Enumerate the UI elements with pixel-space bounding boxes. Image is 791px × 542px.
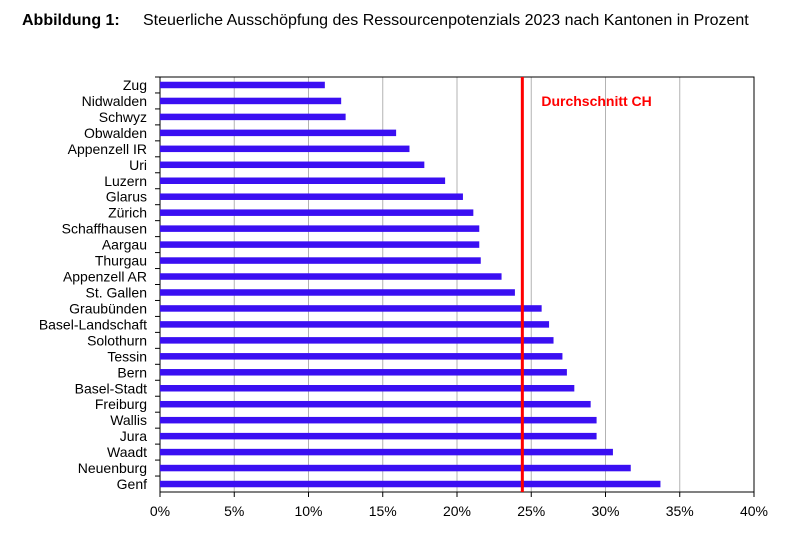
x-tick-label: 15% xyxy=(369,503,397,519)
bar xyxy=(160,305,542,312)
category-label: Waadt xyxy=(107,444,147,460)
category-label: Zürich xyxy=(108,205,147,221)
category-label: Graubünden xyxy=(69,300,147,316)
bar xyxy=(160,177,446,184)
bar xyxy=(160,353,563,360)
bar xyxy=(160,113,346,121)
x-tick-label: 20% xyxy=(443,503,471,519)
category-label: Wallis xyxy=(110,412,147,428)
category-label: Bern xyxy=(117,364,147,380)
bar xyxy=(160,161,425,169)
x-tick-label: 35% xyxy=(666,503,694,519)
bar xyxy=(160,209,474,216)
x-tick-label: 30% xyxy=(591,503,619,519)
bar xyxy=(160,385,575,392)
category-label: Appenzell AR xyxy=(63,269,147,285)
bar xyxy=(160,416,597,424)
bar xyxy=(160,225,480,232)
category-label: St. Gallen xyxy=(86,284,147,300)
bar xyxy=(160,145,410,153)
bar xyxy=(160,257,481,264)
category-label: Tessin xyxy=(107,348,147,364)
category-label: Glarus xyxy=(106,189,147,205)
category-label: Appenzell IR xyxy=(68,141,147,157)
category-label: Thurgau xyxy=(95,253,147,269)
category-label: Genf xyxy=(117,476,147,492)
category-label: Schwyz xyxy=(99,109,147,125)
category-label: Basel-Landschaft xyxy=(39,316,147,332)
bar xyxy=(160,273,502,280)
category-label: Obwalden xyxy=(84,125,147,141)
category-label: Neuenburg xyxy=(78,460,147,476)
x-tick-label: 10% xyxy=(294,503,322,519)
bar xyxy=(160,129,397,137)
bar xyxy=(160,480,661,488)
category-label: Aargau xyxy=(102,237,147,253)
category-label: Solothurn xyxy=(87,332,147,348)
category-label: Schaffhausen xyxy=(62,221,147,237)
bar xyxy=(160,193,463,200)
bar xyxy=(160,81,325,89)
reference-line-label: Durchschnitt CH xyxy=(541,93,651,109)
x-tick-label: 5% xyxy=(224,503,244,519)
x-tick-label: 40% xyxy=(740,503,768,519)
figure-label: Abbildung 1: xyxy=(22,12,120,29)
category-label: Freiburg xyxy=(95,396,147,412)
bar xyxy=(160,432,597,440)
bar xyxy=(160,464,631,472)
bar xyxy=(160,400,591,408)
x-tick-label: 25% xyxy=(517,503,545,519)
category-label: Uri xyxy=(129,157,147,173)
bar xyxy=(160,369,567,376)
bar xyxy=(160,337,554,344)
category-label: Luzern xyxy=(104,173,147,189)
figure-title: Steuerliche Ausschöpfung des Ressourcenp… xyxy=(143,12,749,29)
bar xyxy=(160,241,480,248)
bar xyxy=(160,448,613,456)
category-label: Nidwalden xyxy=(82,93,147,109)
category-label: Basel-Stadt xyxy=(75,380,147,396)
bar xyxy=(160,289,515,296)
bar xyxy=(160,97,342,105)
category-label: Zug xyxy=(123,77,147,93)
category-label: Jura xyxy=(120,428,147,444)
x-tick-label: 0% xyxy=(150,503,170,519)
bar xyxy=(160,321,550,328)
